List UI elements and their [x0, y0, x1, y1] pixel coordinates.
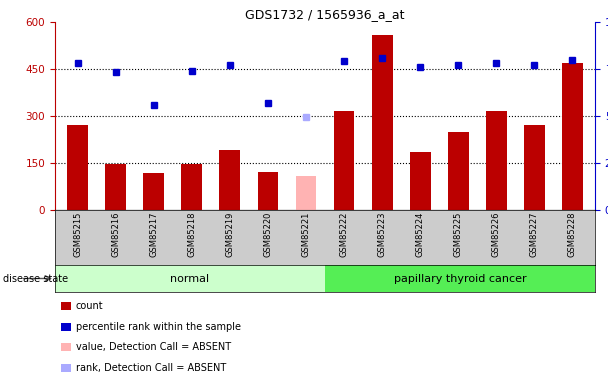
Bar	[143, 173, 164, 210]
Text: disease state: disease state	[3, 273, 68, 284]
Text: papillary thyroid cancer: papillary thyroid cancer	[394, 273, 527, 284]
Text: GSM85215: GSM85215	[74, 211, 82, 257]
Text: normal: normal	[170, 273, 210, 284]
Text: GSM85227: GSM85227	[530, 211, 539, 257]
Bar	[486, 111, 506, 210]
Bar	[371, 34, 393, 210]
Bar	[334, 111, 354, 210]
Bar	[181, 164, 202, 210]
Text: GSM85225: GSM85225	[454, 211, 463, 257]
Bar	[447, 132, 469, 210]
Text: GSM85220: GSM85220	[263, 211, 272, 257]
Bar	[105, 164, 126, 210]
Text: count: count	[75, 301, 103, 311]
Text: GSM85223: GSM85223	[378, 211, 387, 257]
Title: GDS1732 / 1565936_a_at: GDS1732 / 1565936_a_at	[245, 8, 405, 21]
Text: GSM85219: GSM85219	[226, 211, 235, 257]
Text: GSM85228: GSM85228	[568, 211, 576, 257]
Text: percentile rank within the sample: percentile rank within the sample	[75, 322, 241, 332]
Bar	[295, 176, 316, 210]
Bar	[219, 150, 240, 210]
Text: GSM85217: GSM85217	[150, 211, 158, 257]
Text: rank, Detection Call = ABSENT: rank, Detection Call = ABSENT	[75, 363, 226, 373]
Text: GSM85224: GSM85224	[416, 211, 424, 257]
Text: GSM85222: GSM85222	[339, 211, 348, 257]
Bar	[55, 265, 325, 292]
Bar	[562, 63, 582, 210]
Bar	[67, 125, 88, 210]
Bar	[258, 172, 278, 210]
Bar	[523, 125, 545, 210]
Text: GSM85216: GSM85216	[111, 211, 120, 257]
Bar	[325, 265, 595, 292]
Text: GSM85218: GSM85218	[187, 211, 196, 257]
Text: value, Detection Call = ABSENT: value, Detection Call = ABSENT	[75, 342, 231, 352]
Bar	[410, 152, 430, 210]
Text: GSM85221: GSM85221	[302, 211, 311, 257]
Text: GSM85226: GSM85226	[492, 211, 500, 257]
